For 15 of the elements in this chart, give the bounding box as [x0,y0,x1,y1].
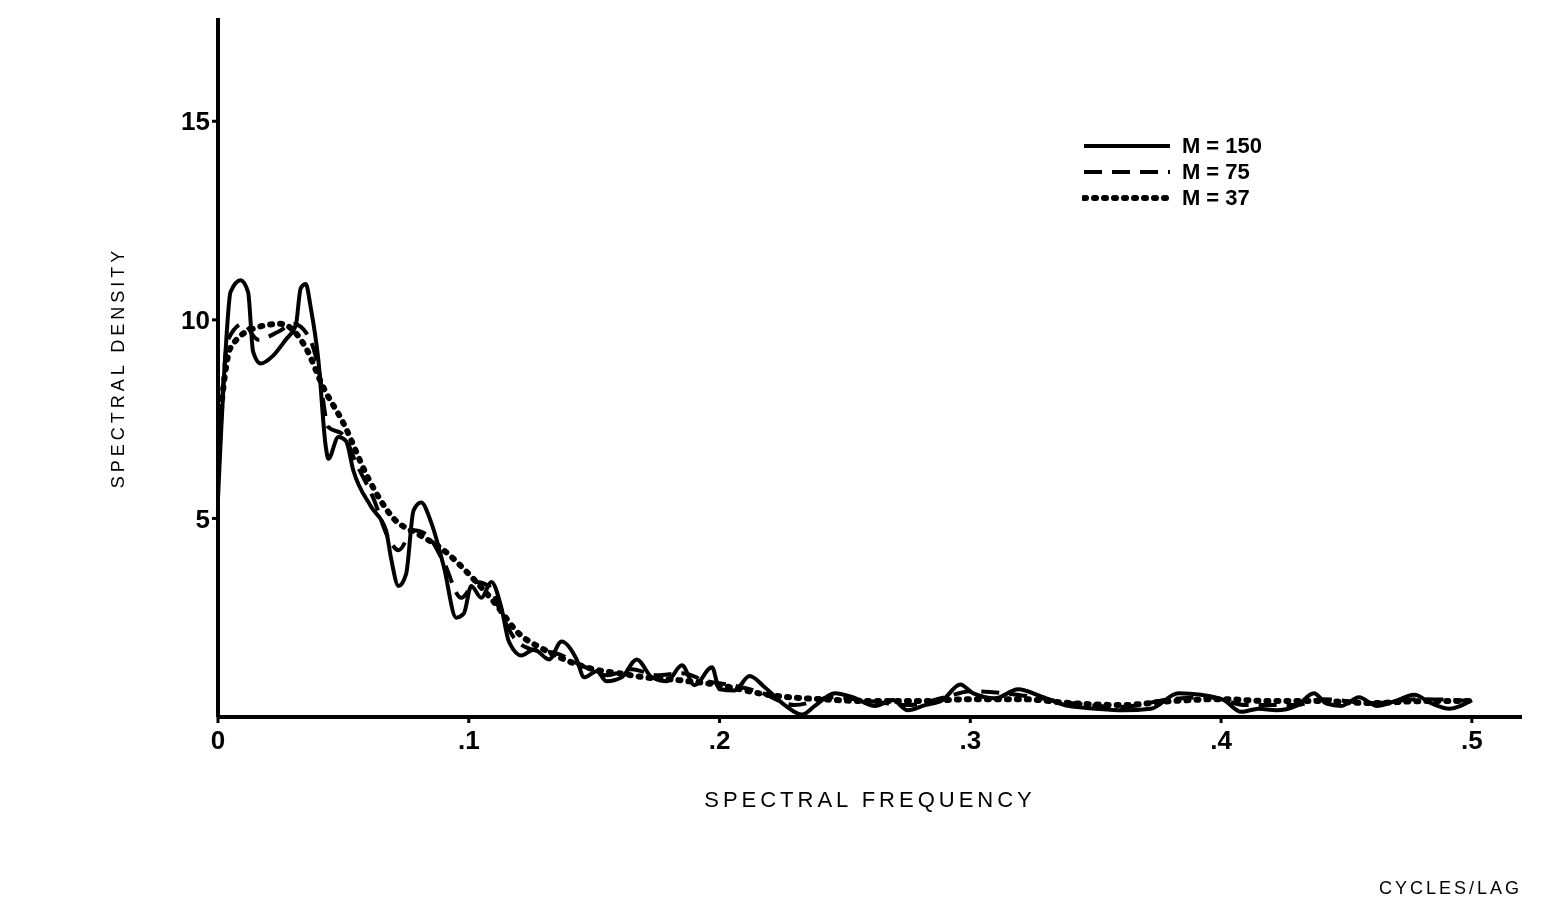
legend-label: M = 150 [1181,133,1262,159]
y-tick-label: 5 [195,503,210,534]
legend-label: M = 37 [1181,185,1250,211]
x-axis-title: SPECTRAL FREQUENCY [704,787,1036,812]
x-tick-label: .4 [1210,725,1233,756]
legend-label: M = 75 [1181,159,1250,185]
x-tick-label: .3 [959,725,982,756]
x-tick-label: .1 [457,725,480,756]
text: CYCLES/LAG [1378,878,1522,899]
y-axis-title: SPECTRAL DENSITY [108,246,129,489]
x-tick-label: .2 [708,725,731,756]
x-tick-label: .5 [1461,725,1483,756]
y-tick-label: 15 [181,106,210,137]
x-tick-label: 0 [210,725,226,756]
y-tick-label: 10 [181,305,210,336]
